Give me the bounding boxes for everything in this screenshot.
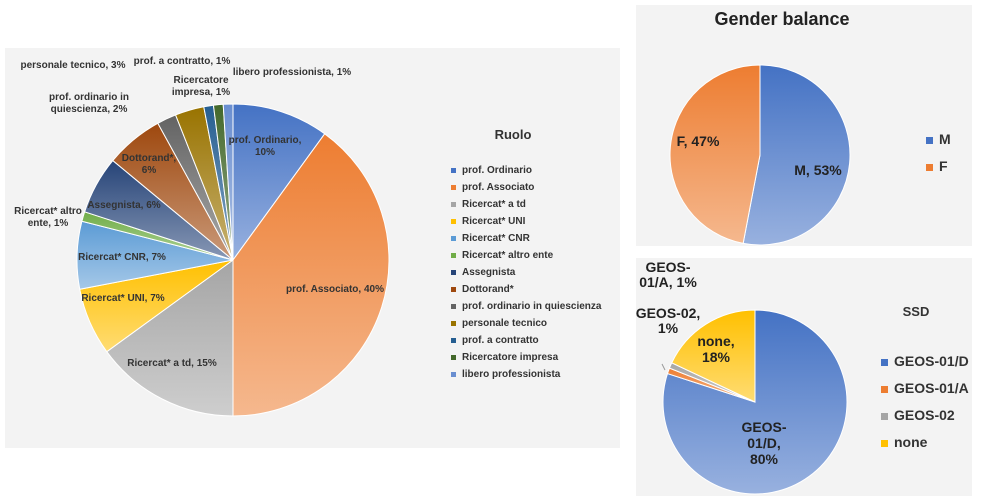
ruolo-legend-label-ricercat-a-td: Ricercat* a td <box>462 199 526 210</box>
data-label-geos-02: GEOS-02, 1% <box>636 305 701 336</box>
ruolo-legend-label-personale-tecnico: personale tecnico <box>462 318 547 329</box>
gender-legend-swatch-m <box>926 137 933 144</box>
slice-m <box>742 64 851 246</box>
ruolo-legend-swatch-assegnista <box>451 270 456 275</box>
ruolo-legend-swatch-ricercatore-impresa <box>451 355 456 360</box>
ruolo-legend-label-dottorand: Dottorand* <box>462 284 514 295</box>
data-label-prof-associato: prof. Associato, 40% <box>286 284 384 295</box>
slice-libero-professionista <box>222 103 234 261</box>
slice-prof-ordinario <box>232 103 326 262</box>
ruolo-legend-label-prof-ordinario: prof. Ordinario <box>462 165 532 176</box>
ruolo-legend-label-prof-ordinario-in-quiescienza: prof. ordinario in quiescienza <box>462 301 602 312</box>
slice-prof-associato <box>232 133 390 417</box>
ssd-chart-title: SSD <box>903 304 930 319</box>
data-label-ricercat-uni: Ricercat* UNI, 7% <box>81 293 164 304</box>
data-label-dottorand: Dottorand*, 6% <box>122 153 177 176</box>
ruolo-legend-swatch-prof-associato <box>451 185 456 190</box>
data-label-geos-01-d: GEOS-01/D, 80% <box>741 419 786 467</box>
ruolo-legend-label-prof-associato: prof. Associato <box>462 182 534 193</box>
data-label-assegnista: Assegnista, 6% <box>87 200 160 211</box>
ruolo-legend-swatch-ricercat-cnr <box>451 236 456 241</box>
ssd-legend-swatch-geos-01-d <box>881 359 888 366</box>
ruolo-legend-label-ricercat-cnr: Ricercat* CNR <box>462 233 531 244</box>
ruolo-legend-label-libero-professionista: libero professionista <box>462 369 561 380</box>
ssd-legend-swatch-none <box>881 440 888 447</box>
ruolo-legend-label-ricercat-uni: Ricercat* UNI <box>462 216 526 227</box>
gender-legend-swatch-f <box>926 164 933 171</box>
data-label-none: none, 18% <box>697 333 734 365</box>
slice-ricercat-a-td <box>106 259 234 417</box>
ruolo-legend-swatch-personale-tecnico <box>451 321 456 326</box>
data-label-ricercat-cnr: Ricercat* CNR, 7% <box>78 252 166 263</box>
ruolo-legend-swatch-dottorand <box>451 287 456 292</box>
slice-none <box>671 309 756 403</box>
ssd-legend-label-geos-02: GEOS-02 <box>894 407 955 423</box>
data-label-ricercatore-impresa: Ricercatore impresa, 1% <box>172 75 230 98</box>
ruolo-legend-swatch-prof-ordinario-in-quiescienza <box>451 304 456 309</box>
gender-chart-title: Gender balance <box>714 9 849 29</box>
ruolo-legend-label-ricercatore-impresa: Ricercatore impresa <box>462 352 559 363</box>
ruolo-legend-title: Ruolo <box>495 127 532 142</box>
ruolo-legend-swatch-libero-professionista <box>451 372 456 377</box>
data-label-personale-tecnico: personale tecnico, 3% <box>20 60 125 71</box>
ruolo-legend-label-prof-a-contratto: prof. a contratto <box>462 335 539 346</box>
data-label-ricercat-a-td: Ricercat* a td, 15% <box>127 358 217 369</box>
ssd-legend-label-geos-01-a: GEOS-01/A <box>894 380 969 396</box>
ssd-legend-label-none: none <box>894 434 928 450</box>
ssd-legend-swatch-geos-02 <box>881 413 888 420</box>
gender-legend-label-f: F <box>939 158 948 174</box>
ruolo-legend-swatch-ricercat-altro-ente <box>451 253 456 258</box>
ruolo-legend-label-ricercat-altro-ente: Ricercat* altro ente <box>462 250 554 261</box>
ruolo-legend-label-assegnista: Assegnista <box>462 267 516 278</box>
data-label-ricercat-altro-ente: Ricercat* altro ente, 1% <box>14 206 82 229</box>
data-label-f: F, 47% <box>677 133 720 149</box>
gender-pie-chart: Gender balance M, 53% F, 47% MF <box>669 9 951 246</box>
data-label-geos-01-a: GEOS-01/A, 1% <box>639 259 697 290</box>
leader-line-geos-02 <box>661 363 666 371</box>
ruolo-legend-swatch-prof-ordinario <box>451 168 456 173</box>
gender-chart-panel: Gender balance M, 53% F, 47% M F <box>636 5 972 246</box>
ssd-legend-label-geos-01-d: GEOS-01/D <box>894 353 969 369</box>
data-label-m: M, 53% <box>794 162 842 178</box>
gender-legend-label-m: M <box>939 131 951 147</box>
data-label-prof-ordinario-in-quiescienza: prof. ordinario in quiescienza, 2% <box>49 92 129 115</box>
ruolo-pie-chart: prof. Ordinario, 10% prof. Associato, 40% R… <box>14 56 602 417</box>
ruolo-chart-panel: prof. Ordinario, 10% prof. Associato, 40% R… <box>5 48 620 448</box>
ssd-chart-panel: SSD GEOS-01/D, 80% GEOS-01/A, 1% GEOS-02, 1% n… <box>636 258 972 496</box>
data-label-prof-ordinario: prof. Ordinario, 10% <box>229 135 302 158</box>
data-label-prof-a-contratto: prof. a contratto, 1% <box>134 56 231 67</box>
ruolo-legend-swatch-ricercat-uni <box>451 219 456 224</box>
data-label-libero-professionista: libero professionista, 1% <box>233 67 351 78</box>
ruolo-legend-swatch-prof-a-contratto <box>451 338 456 343</box>
ruolo-legend-swatch-ricercat-a-td <box>451 202 456 207</box>
slice-f <box>669 64 761 244</box>
ssd-legend-swatch-geos-01-a <box>881 386 888 393</box>
